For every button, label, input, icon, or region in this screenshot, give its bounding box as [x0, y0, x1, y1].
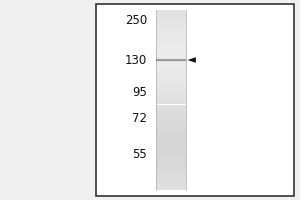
Bar [156, 98, 186, 100]
Bar [156, 174, 186, 176]
Text: 250: 250 [125, 14, 147, 26]
Bar [156, 152, 186, 154]
Bar [156, 114, 186, 116]
Bar [156, 28, 186, 30]
Bar [156, 42, 186, 44]
Polygon shape [188, 57, 196, 63]
Bar [96, 4, 294, 196]
Bar [156, 91, 186, 93]
Bar [156, 156, 186, 158]
Bar [156, 26, 186, 28]
Bar [156, 39, 186, 42]
Bar [156, 179, 186, 181]
Text: 130: 130 [125, 53, 147, 66]
Bar [156, 107, 186, 109]
Bar [156, 73, 186, 75]
Bar [156, 57, 186, 60]
Bar [156, 77, 186, 80]
Bar [156, 10, 186, 12]
Bar [156, 32, 186, 35]
Bar [156, 60, 186, 62]
Bar [156, 104, 186, 107]
Bar [156, 127, 186, 129]
Bar [156, 23, 186, 26]
Bar [156, 129, 186, 132]
Bar [156, 181, 186, 183]
Bar [156, 170, 186, 172]
Bar [156, 86, 186, 89]
Bar [156, 17, 186, 19]
Bar [156, 150, 186, 152]
Bar [156, 100, 186, 102]
Bar [156, 12, 186, 15]
Bar [156, 120, 186, 122]
Bar [156, 186, 186, 188]
Bar [156, 134, 186, 136]
Text: 95: 95 [132, 86, 147, 98]
Bar [156, 111, 186, 114]
Bar [156, 125, 186, 127]
Bar [156, 183, 186, 186]
Bar [156, 66, 186, 68]
Bar [156, 15, 186, 17]
Bar [156, 55, 186, 57]
Bar [156, 64, 186, 66]
Bar [156, 50, 186, 53]
Bar [156, 89, 186, 91]
Bar [156, 93, 186, 96]
Text: 72: 72 [132, 112, 147, 124]
Bar [156, 80, 186, 82]
Bar [156, 165, 186, 167]
Bar [156, 30, 186, 32]
Bar [156, 102, 186, 104]
Bar [156, 138, 186, 140]
Bar [156, 37, 186, 39]
Bar [156, 143, 186, 145]
Bar [156, 71, 186, 73]
Bar [156, 21, 186, 23]
Bar [156, 145, 186, 147]
Bar [156, 19, 186, 21]
Bar [156, 132, 186, 134]
Bar [156, 95, 186, 98]
Bar [156, 122, 186, 125]
Bar [156, 167, 186, 170]
Bar [156, 176, 186, 179]
Bar [156, 84, 186, 86]
Bar [156, 188, 186, 190]
Bar [156, 48, 186, 50]
Bar [156, 46, 186, 48]
Bar [156, 136, 186, 138]
Bar [156, 140, 186, 143]
Bar [156, 116, 186, 118]
Bar [156, 75, 186, 77]
Bar [156, 53, 186, 55]
Bar [156, 35, 186, 37]
Bar [156, 82, 186, 84]
Bar [156, 68, 186, 71]
Bar [156, 44, 186, 46]
Bar [156, 118, 186, 120]
Bar [156, 147, 186, 150]
Bar [156, 163, 186, 165]
Bar [156, 161, 186, 163]
Bar [156, 62, 186, 64]
Bar [156, 172, 186, 174]
Bar [156, 158, 186, 161]
Text: 55: 55 [132, 148, 147, 160]
Bar [156, 109, 186, 111]
Bar [156, 154, 186, 156]
